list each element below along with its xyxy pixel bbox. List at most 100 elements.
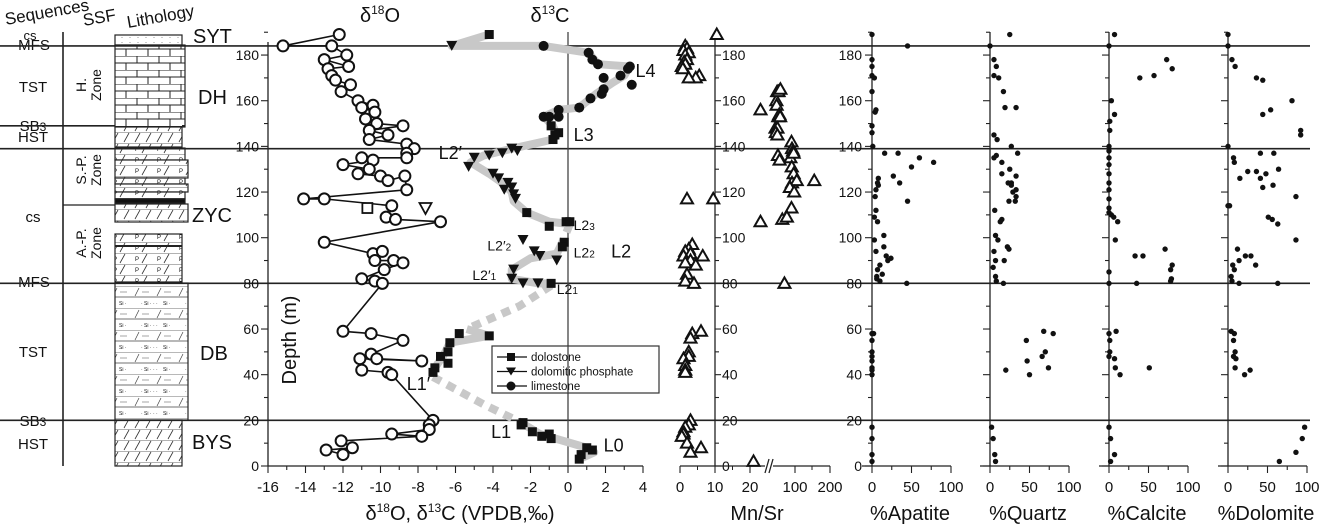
svg-text:140: 140 xyxy=(236,138,260,154)
svg-text:-4: -4 xyxy=(486,479,499,496)
d18O-point xyxy=(362,162,376,176)
quartz-point xyxy=(1039,353,1045,360)
apatite-point xyxy=(871,214,878,220)
apatite-point xyxy=(881,244,887,250)
sequence-mfs-mid: MFS xyxy=(18,274,50,291)
ssf-ap-zone: A.-P. xyxy=(73,228,89,257)
apatite-point xyxy=(885,257,891,264)
svg-text:100: 100 xyxy=(236,230,260,246)
d18O-point xyxy=(396,333,410,347)
apatite-panel: 0 50 100 %Apatite xyxy=(862,31,964,525)
calcite-point xyxy=(1107,118,1113,124)
quartz-point xyxy=(1007,166,1013,172)
dolostone-point xyxy=(428,367,438,377)
formation-bys: BYS xyxy=(192,432,232,454)
dolostone-point xyxy=(565,217,575,227)
svg-text:200: 200 xyxy=(817,479,842,496)
calcite-point xyxy=(1107,458,1114,465)
dolomite-point xyxy=(1257,150,1264,156)
sequence-hst-low: HST xyxy=(18,436,48,453)
apatite-point xyxy=(873,248,879,255)
dolostone-point xyxy=(557,242,567,252)
quartz-point xyxy=(1006,198,1012,204)
dolostone-point xyxy=(544,429,554,439)
calcite-point xyxy=(1106,269,1112,275)
quartz-point xyxy=(995,75,1002,81)
dolomite-point xyxy=(1293,449,1299,456)
formation-db: DB xyxy=(200,343,228,365)
apatite-point xyxy=(877,278,883,284)
d18O-point xyxy=(319,443,333,457)
dolostone-point xyxy=(559,237,569,247)
boundary-lines xyxy=(0,45,1310,422)
quartz-point xyxy=(991,132,997,138)
dolomite-point xyxy=(1271,150,1277,156)
quartz-point xyxy=(992,273,999,280)
d18O-point xyxy=(355,272,369,286)
quartz-point xyxy=(993,278,1000,284)
d18O-point xyxy=(370,352,384,366)
calcite-point xyxy=(1137,75,1143,81)
apatite-point xyxy=(881,232,887,239)
apatite-point xyxy=(869,371,875,378)
d13C-title: δ13C xyxy=(531,3,570,27)
dolomite-point xyxy=(1299,435,1305,442)
apatite-point xyxy=(873,207,879,214)
d18O-point xyxy=(344,78,357,92)
d18O-point xyxy=(342,59,356,73)
d18O-point xyxy=(415,429,429,443)
calcite-point xyxy=(1107,349,1113,355)
calcite-point xyxy=(1112,237,1119,243)
d18O-point xyxy=(362,133,376,147)
limestone-point xyxy=(544,111,555,122)
sequence-hst-top: HST xyxy=(18,129,48,146)
svg-text:4: 4 xyxy=(639,479,647,496)
svg-text:50: 50 xyxy=(1021,479,1038,496)
lith-db-siliceous xyxy=(114,282,189,421)
trend-label: L1′ xyxy=(407,374,431,394)
dolomite-point xyxy=(1275,280,1281,287)
svg-text:100: 100 xyxy=(1056,479,1081,496)
svg-text:160: 160 xyxy=(236,93,260,109)
apatite-point xyxy=(869,56,875,63)
dolomite-point xyxy=(1226,203,1233,209)
quartz-point xyxy=(988,424,995,430)
d18O-point xyxy=(276,39,290,53)
d18O-point xyxy=(351,167,365,181)
dolomite-point xyxy=(1269,216,1275,223)
mnsr-point xyxy=(752,213,769,228)
trend-labels: L4 L3 L2′ L23 L2′2 L22 L2 L2′1 L21 L1′ L1 L0 xyxy=(407,61,656,455)
limestone-point xyxy=(553,111,564,122)
ssf-sp-zone-2: Zone xyxy=(88,154,104,186)
d18O-point xyxy=(355,101,369,115)
apatite-point xyxy=(869,451,875,458)
dolomite-point xyxy=(1232,365,1238,371)
mnsr-point xyxy=(682,330,699,344)
calcite-point xyxy=(1107,435,1114,442)
calcite-point xyxy=(1106,43,1112,49)
calcite-point xyxy=(1106,353,1112,360)
d18O-series xyxy=(276,28,447,462)
lith-syt xyxy=(114,34,183,46)
svg-text:0: 0 xyxy=(986,479,994,496)
d18O-point xyxy=(325,39,339,53)
sequence-tst-top: TST xyxy=(19,79,47,96)
calcite-point xyxy=(1111,355,1118,362)
svg-text:0: 0 xyxy=(868,479,876,496)
apatite-point xyxy=(869,458,875,465)
quartz-point xyxy=(1026,371,1033,378)
dolomite-point xyxy=(1293,237,1299,243)
dolomite-point xyxy=(1297,132,1304,138)
quartz-point xyxy=(991,56,997,63)
dolomite-point xyxy=(1225,31,1231,38)
d18O-point xyxy=(353,352,367,366)
calcite-point xyxy=(1106,143,1112,150)
dolostone-point xyxy=(516,420,526,430)
mnsr-point xyxy=(769,126,786,141)
calcite-point xyxy=(1106,424,1112,430)
mnsr-point xyxy=(693,323,709,337)
mnsr-point xyxy=(785,145,802,159)
svg-text:180: 180 xyxy=(236,47,260,63)
calcite-point xyxy=(1107,127,1113,134)
